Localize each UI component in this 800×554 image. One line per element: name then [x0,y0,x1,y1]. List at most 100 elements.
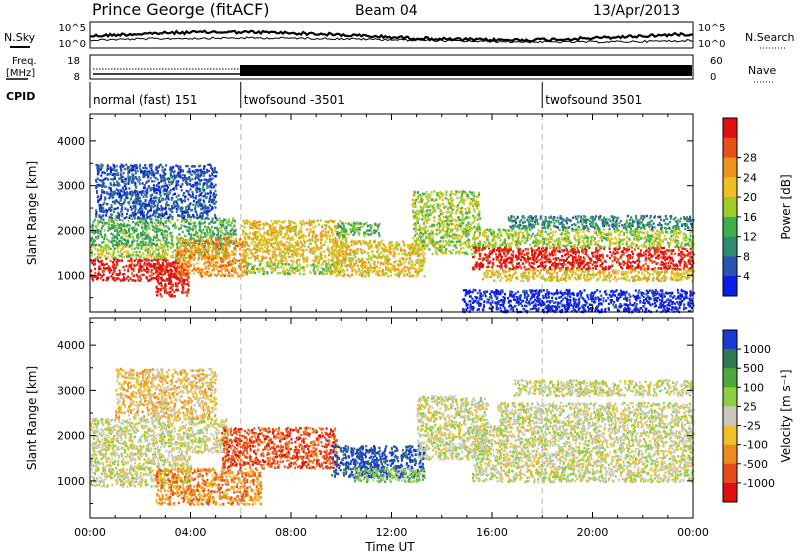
beam-title: Beam 04 [355,3,418,19]
range-cell [132,165,134,167]
range-cell [181,201,183,203]
range-cell [351,240,353,242]
range-cell [231,270,233,272]
range-cell [291,229,293,231]
range-cell [158,213,160,215]
range-cell [192,215,194,217]
range-cell [291,260,293,262]
range-cell [204,207,206,209]
range-cell [129,169,131,171]
range-cell [188,261,190,263]
range-cell [153,180,155,182]
range-cell [113,211,115,213]
range-cell [384,256,386,258]
range-cell [203,210,205,212]
range-cell [190,236,192,238]
range-cell [174,193,176,195]
range-cell [187,191,189,193]
range-cell [377,249,379,251]
range-cell [240,273,242,275]
range-cell [404,261,406,263]
range-cell [191,165,193,167]
range-cell [154,189,156,191]
range-cell [153,256,155,258]
range-cell [181,256,183,258]
range-cell [98,168,100,170]
nsky-strip-frame [90,22,693,48]
range-cell [212,230,214,232]
range-cell [336,233,338,235]
range-cell [137,224,139,226]
range-cell [188,272,190,274]
range-cell [194,182,196,184]
range-cell [128,279,130,281]
range-cell [174,295,176,297]
range-cell [212,174,214,176]
range-cell [237,245,239,247]
range-cell [242,274,244,276]
range-cell [375,244,377,246]
range-cell [233,258,235,260]
range-cell [331,273,333,275]
range-cell [465,208,467,210]
range-cell [179,243,181,245]
range-cell [143,211,145,213]
range-cell [209,261,211,263]
range-cell [108,219,110,221]
range-cell [171,239,173,241]
range-cell [264,238,266,240]
range-cell [171,211,173,213]
range-cell [196,201,198,203]
range-cell [166,201,168,203]
range-cell [210,192,212,194]
range-cell [235,271,237,273]
range-cell [210,186,212,188]
range-cell [155,167,157,169]
range-cell [417,201,419,203]
range-cell [326,270,328,272]
range-cell [137,279,139,281]
range-cell [129,246,131,248]
range-cell [389,245,391,247]
range-cell [233,233,235,235]
range-cell [155,224,157,226]
range-cell [158,199,160,201]
range-cell [104,235,106,237]
range-cell [193,196,195,198]
range-cell [409,244,411,246]
range-cell [126,216,128,218]
range-cell [303,269,305,271]
range-cell [260,235,262,237]
range-cell [261,247,263,249]
range-cell [396,244,398,246]
range-cell [339,219,341,221]
range-cell [309,250,311,252]
range-cell [108,246,110,248]
range-cell [269,229,271,231]
range-cell [138,209,140,211]
range-cell [140,221,142,223]
range-cell [225,220,227,222]
range-cell [313,247,315,249]
range-cell [155,219,157,221]
range-cell [102,225,104,227]
range-cell [411,253,413,255]
range-cell [110,189,112,191]
range-cell [210,234,212,236]
range-cell [97,273,99,275]
range-cell [368,274,370,276]
range-cell [230,275,232,277]
range-cell [125,235,127,237]
range-cell [328,259,330,261]
range-cell [116,165,118,167]
range-cell [212,202,214,204]
range-cell [177,207,179,209]
range-cell [204,262,206,264]
range-cell [198,201,200,203]
range-cell [128,228,130,230]
range-cell [197,177,199,179]
range-cell [289,256,291,258]
range-cell [164,174,166,176]
range-cell [132,221,134,223]
range-cell [123,273,125,275]
